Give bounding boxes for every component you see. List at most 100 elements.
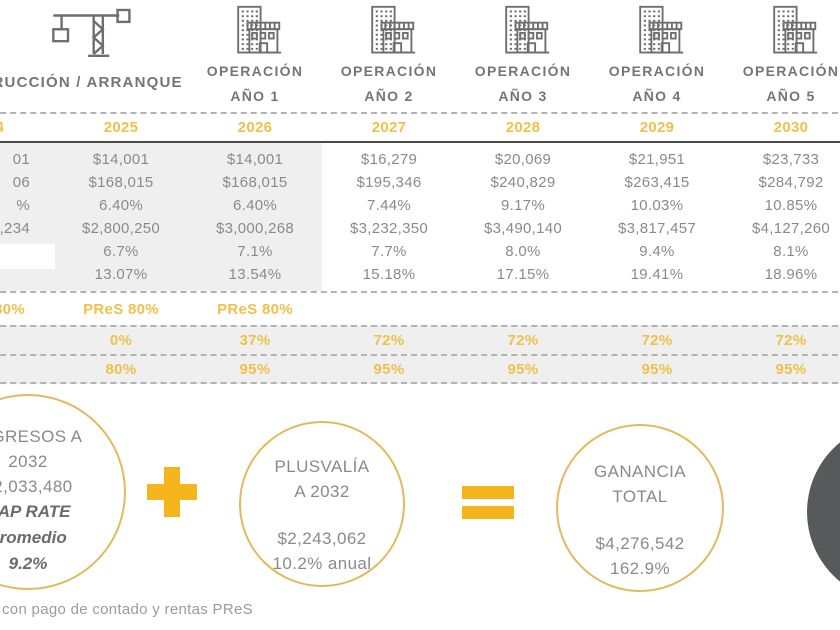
plus-icon bbox=[147, 467, 197, 517]
table-cell: $3,817,457 bbox=[617, 220, 697, 237]
table-cell: $23,733 bbox=[762, 151, 820, 168]
year-cell: 2028 bbox=[505, 119, 541, 136]
table-cell: 7.1% bbox=[237, 243, 273, 260]
table-cell: 8.0% bbox=[505, 243, 541, 260]
operation-label: OPERACIÓN bbox=[608, 63, 706, 79]
pres-row: PReS 80% PReS 80% PReS 80% bbox=[0, 291, 840, 325]
table-cell: 18.96% bbox=[764, 266, 818, 283]
operation-column-3: OPERACIÓN AÑO 3 bbox=[456, 2, 590, 104]
table-cell: 6.40% bbox=[98, 197, 144, 214]
plusvalia-sub: 10.2% anual bbox=[272, 554, 372, 573]
pres-cell: PReS 80% bbox=[0, 300, 25, 318]
occupancy-cell: 80% bbox=[105, 360, 137, 378]
plusvalia-circle: PLUSVALÍA A 2032 $2,243,062 10.2% anual bbox=[239, 421, 405, 587]
table-cell: % bbox=[16, 197, 30, 214]
table-cell: 7.7% bbox=[371, 243, 407, 260]
operation-year-label: AÑO 3 bbox=[498, 88, 548, 104]
occupancy-cell: 72% bbox=[507, 332, 539, 349]
operation-year-label: AÑO 5 bbox=[766, 88, 816, 104]
table-cell: 6.40% bbox=[232, 197, 278, 214]
occupancy-row: 0% 37% 72% 72% 72% 72% bbox=[0, 325, 840, 354]
highlight-white-cell bbox=[0, 244, 55, 269]
occupancy-cell: 95% bbox=[507, 360, 539, 378]
ganancia-circle: GANANCIA TOTAL $4,276,542 162.9% bbox=[556, 424, 724, 592]
cap-rate-line: CAP RATE bbox=[0, 502, 71, 521]
occupancy-cell: 72% bbox=[641, 332, 673, 349]
occupancy-cell: 95% bbox=[239, 360, 271, 378]
table-cell: $14,001 bbox=[92, 151, 150, 168]
building-icon bbox=[456, 2, 590, 60]
operation-label: OPERACIÓN bbox=[742, 63, 840, 79]
table-cell: $3,490,140 bbox=[483, 220, 563, 237]
table-row: 01 $14,001 $14,001 $16,279 $20,069 $21,9… bbox=[0, 148, 840, 171]
operation-column-4: OPERACIÓN AÑO 4 bbox=[590, 2, 724, 104]
pres-cell: PReS 80% bbox=[83, 300, 159, 318]
plusvalia-value: $2,243,062 bbox=[277, 529, 367, 548]
year-cell: 2029 bbox=[639, 119, 675, 136]
table-cell: 19.41% bbox=[630, 266, 684, 283]
table-cell: $168,015 bbox=[88, 174, 154, 191]
occupancy-cell: 72% bbox=[775, 332, 807, 349]
ganancia-sub: 162.9% bbox=[609, 559, 671, 578]
year-header-row: 2024 2025 2026 2027 2028 2029 2030 bbox=[0, 112, 840, 143]
data-band: 01 $14,001 $14,001 $16,279 $20,069 $21,9… bbox=[0, 143, 840, 291]
operation-label: OPERACIÓN bbox=[340, 63, 438, 79]
table-cell: $4,127,260 bbox=[751, 220, 831, 237]
table-cell: ,234 bbox=[0, 220, 30, 237]
occupancy-cell: 95% bbox=[373, 360, 405, 378]
crane-icon bbox=[46, 2, 134, 62]
table-cell: 06 bbox=[12, 174, 30, 191]
construction-phase-label: CONSTRUCCIÓN / ARRANQUE bbox=[0, 74, 183, 91]
operation-label: OPERACIÓN bbox=[206, 63, 304, 79]
footnote-caption: con pago de contado y rentas PReS bbox=[2, 601, 253, 618]
table-cell: 7.44% bbox=[366, 197, 412, 214]
operation-column-5: OPERACIÓN AÑO 5 bbox=[724, 2, 840, 104]
operation-label: OPERACIÓN bbox=[474, 63, 572, 79]
equals-icon bbox=[462, 486, 514, 519]
table-cell: 13.54% bbox=[228, 266, 282, 283]
table-cell: 15.18% bbox=[362, 266, 416, 283]
operation-year-label: AÑO 4 bbox=[632, 88, 682, 104]
cap-rate-value: 9.2% bbox=[8, 554, 48, 573]
income-line: INGRESOS A bbox=[0, 427, 83, 446]
building-icon bbox=[188, 2, 322, 60]
occupancy-cell: 95% bbox=[775, 360, 807, 378]
operation-year-label: AÑO 2 bbox=[364, 88, 414, 104]
table-cell: 9.17% bbox=[500, 197, 546, 214]
table-row: 06 $168,015 $168,015 $195,346 $240,829 $… bbox=[0, 171, 840, 194]
table-cell: $20,069 bbox=[494, 151, 552, 168]
income-line: 2032 bbox=[8, 452, 48, 471]
ganancia-title: GANANCIA bbox=[594, 462, 686, 481]
table-cell: $2,800,250 bbox=[81, 220, 161, 237]
table-row: ,234 $2,800,250 $3,000,268 $3,232,350 $3… bbox=[0, 217, 840, 240]
table-cell: 10.03% bbox=[630, 197, 684, 214]
table-cell: 17.15% bbox=[496, 266, 550, 283]
income-value: $2,033,480 bbox=[0, 477, 73, 496]
projection-table: 2024 2025 2026 2027 2028 2029 2030 01 $1… bbox=[0, 112, 840, 384]
table-cell: $195,346 bbox=[356, 174, 422, 191]
occupancy-row: 80% 95% 95% 95% 95% 95% bbox=[0, 354, 840, 384]
table-cell: 6.7% bbox=[103, 243, 139, 260]
occupancy-cell: 95% bbox=[641, 360, 673, 378]
building-icon bbox=[322, 2, 456, 60]
year-cell: 2027 bbox=[371, 119, 407, 136]
income-circle: INGRESOS A 2032 $2,033,480 CAP RATE prom… bbox=[0, 394, 126, 590]
table-cell: 10.85% bbox=[764, 197, 818, 214]
plusvalia-title: A 2032 bbox=[294, 482, 350, 501]
ganancia-value: $4,276,542 bbox=[595, 534, 685, 553]
table-cell: $263,415 bbox=[624, 174, 690, 191]
table-row: % 6.40% 6.40% 7.44% 9.17% 10.03% 10.85% bbox=[0, 194, 840, 217]
pres-cell: PReS 80% bbox=[217, 300, 293, 318]
table-cell: 01 bbox=[12, 151, 30, 168]
table-cell: $3,232,350 bbox=[349, 220, 429, 237]
table-cell: $21,951 bbox=[628, 151, 686, 168]
operation-column-2: OPERACIÓN AÑO 2 bbox=[322, 2, 456, 104]
table-row: 6.7% 7.1% 7.7% 8.0% 9.4% 8.1% bbox=[0, 240, 840, 263]
operation-year-label: AÑO 1 bbox=[230, 88, 280, 104]
table-cell: 9.4% bbox=[639, 243, 675, 260]
table-cell: 8.1% bbox=[773, 243, 809, 260]
operation-column-1: OPERACIÓN AÑO 1 bbox=[188, 2, 322, 104]
table-cell: $14,001 bbox=[226, 151, 284, 168]
table-cell: 13.07% bbox=[94, 266, 148, 283]
